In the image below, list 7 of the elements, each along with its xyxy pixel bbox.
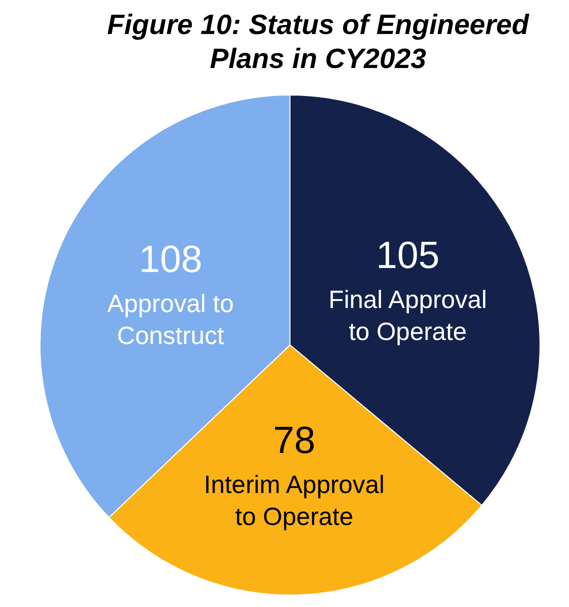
slice-label: Approval to Construct	[107, 290, 234, 350]
data-label: 105	[376, 234, 440, 277]
data-label: 78	[273, 420, 316, 462]
slice-label: Final Approval to Operate	[328, 286, 487, 346]
slice-label: Interim Approval to Operate	[204, 470, 385, 531]
data-label: 108	[138, 238, 202, 281]
chart-title: Figure 10: Status of Engineered Plans in CY2023	[107, 9, 530, 74]
